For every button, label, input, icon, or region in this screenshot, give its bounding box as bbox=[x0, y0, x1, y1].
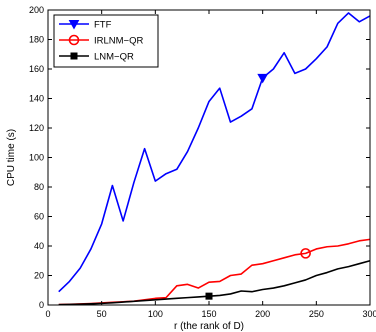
legend-entry: LNM−QR bbox=[59, 52, 134, 63]
legend-marker bbox=[68, 34, 80, 46]
legend-label: FTF bbox=[94, 20, 112, 31]
y-tick-label: 140 bbox=[29, 94, 44, 104]
y-tick-label: 120 bbox=[29, 123, 44, 133]
series-layer bbox=[58, 12, 371, 306]
legend-entry: FTF bbox=[59, 20, 112, 31]
legend-label: IRLNM−QR bbox=[94, 36, 143, 47]
series-2-marker bbox=[205, 292, 213, 300]
x-tick-label: 0 bbox=[45, 309, 50, 319]
series-1-line bbox=[58, 238, 371, 306]
series-0-line bbox=[58, 12, 371, 293]
x-tick-label: 150 bbox=[201, 309, 216, 319]
x-tick-label: 100 bbox=[148, 309, 163, 319]
y-tick-label: 160 bbox=[29, 64, 44, 74]
series-1-marker bbox=[300, 248, 311, 259]
y-axis-label: CPU time (s) bbox=[6, 129, 17, 186]
y-tick-label: 40 bbox=[34, 241, 44, 251]
legend-marker bbox=[70, 52, 78, 60]
legend-entry: IRLNM−QR bbox=[59, 34, 143, 47]
y-tick-label: 200 bbox=[29, 5, 44, 15]
y-tick-label: 180 bbox=[29, 35, 44, 45]
x-axis-label: r (the rank of D) bbox=[174, 321, 244, 332]
x-tick-label: 50 bbox=[97, 309, 107, 319]
x-tick-label: 250 bbox=[309, 309, 324, 319]
legend-label: LNM−QR bbox=[94, 52, 134, 63]
axis-ticks: 0 50 100 150 200 250 300 0 20 40 60 80 100 120 140 160 1… bbox=[29, 5, 376, 319]
y-tick-label: 60 bbox=[34, 212, 44, 222]
y-tick-label: 20 bbox=[34, 271, 44, 281]
legend: FTF IRLNM−QR LNM−QR bbox=[53, 14, 159, 68]
legend-marker bbox=[68, 20, 80, 30]
x-tick-label: 300 bbox=[362, 309, 376, 319]
y-tick-label: 80 bbox=[34, 182, 44, 192]
series-2-line bbox=[58, 259, 371, 306]
series-0-marker bbox=[257, 73, 269, 84]
y-tick-label: 0 bbox=[39, 300, 44, 310]
y-tick-label: 100 bbox=[29, 153, 44, 163]
x-tick-label: 200 bbox=[255, 309, 270, 319]
